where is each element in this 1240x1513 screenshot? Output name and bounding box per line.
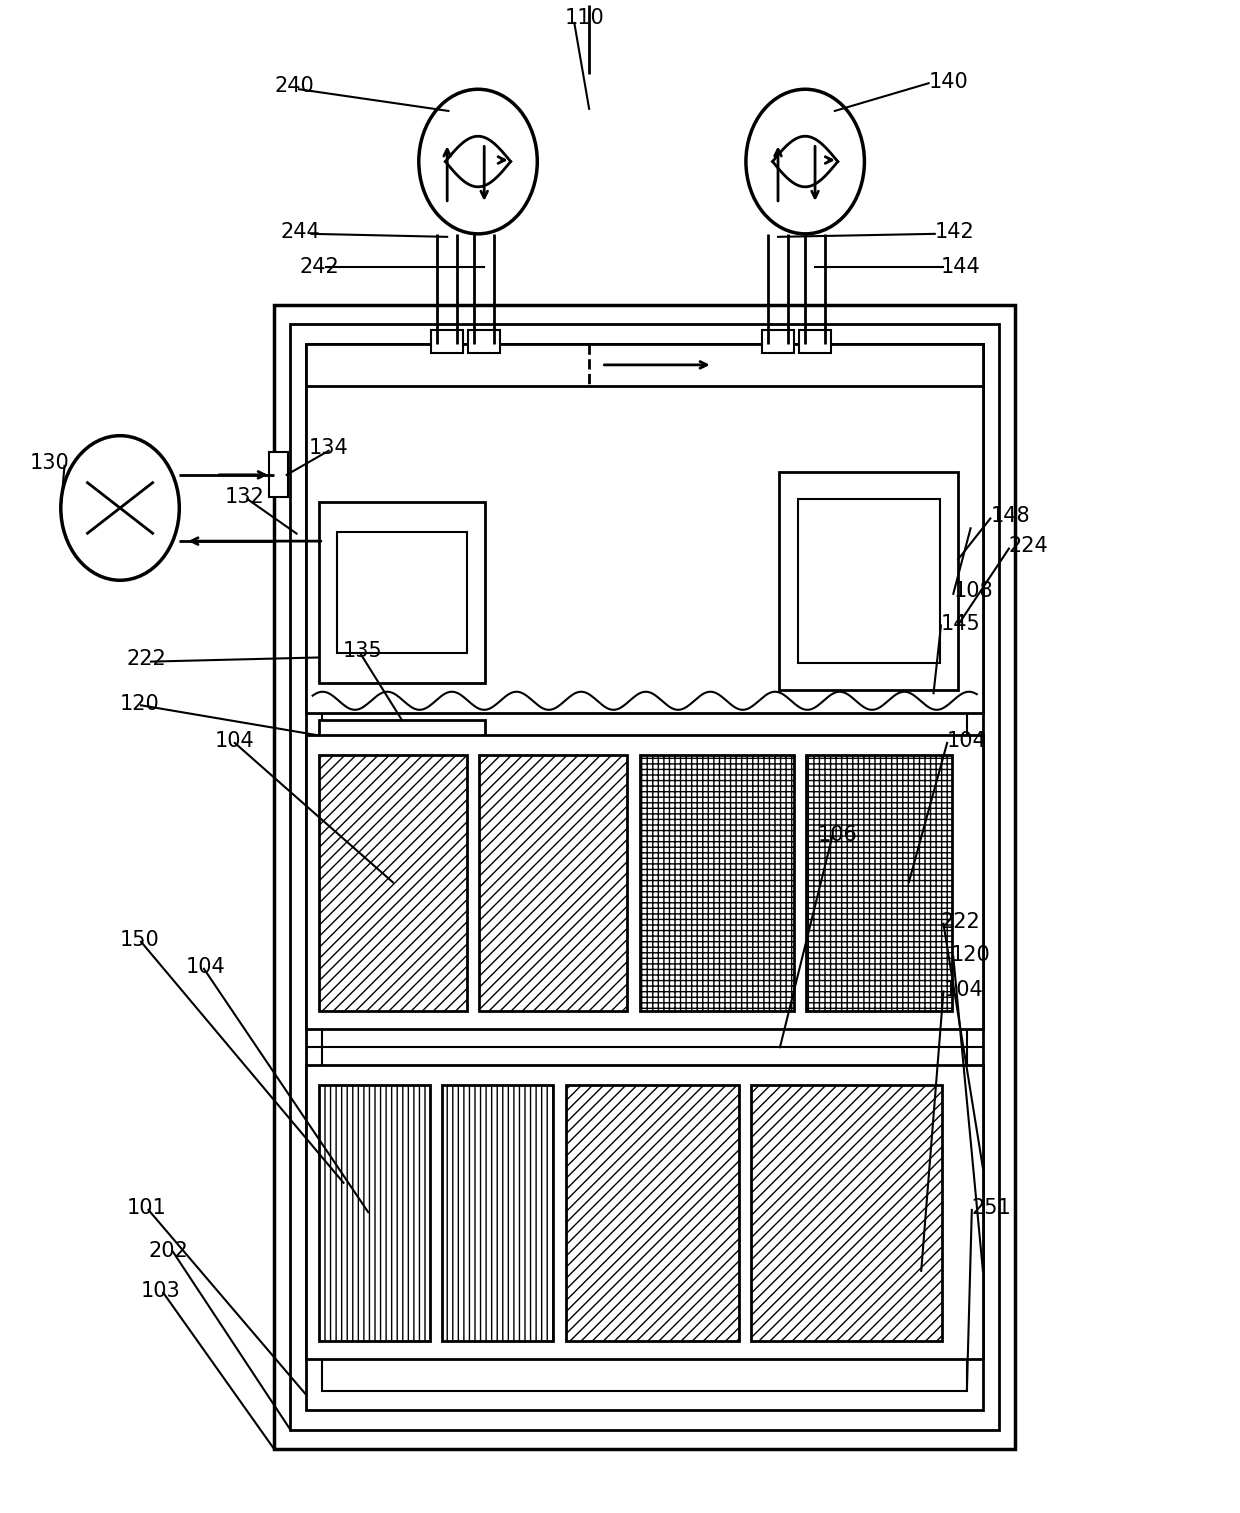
- Text: 104: 104: [944, 980, 983, 1000]
- Bar: [565, 1085, 739, 1341]
- Text: 104: 104: [186, 958, 226, 977]
- Text: 148: 148: [991, 505, 1030, 525]
- Bar: [319, 1085, 430, 1341]
- Text: 110: 110: [564, 9, 604, 29]
- Bar: [779, 472, 959, 690]
- Bar: [806, 755, 952, 1011]
- Text: 144: 144: [941, 257, 981, 277]
- Text: 135: 135: [342, 642, 382, 661]
- Bar: [751, 1085, 942, 1341]
- Text: 244: 244: [280, 222, 320, 242]
- Text: 120: 120: [120, 694, 160, 714]
- Bar: [800, 330, 831, 353]
- Text: 251: 251: [972, 1198, 1012, 1218]
- Bar: [274, 304, 1016, 1449]
- Bar: [480, 755, 627, 1011]
- Text: 108: 108: [954, 581, 993, 601]
- Bar: [337, 743, 467, 841]
- Bar: [290, 324, 999, 1430]
- Text: 242: 242: [299, 257, 339, 277]
- Text: 140: 140: [929, 71, 968, 92]
- Text: 224: 224: [1009, 536, 1049, 555]
- Bar: [319, 720, 485, 864]
- Text: 222: 222: [941, 912, 981, 932]
- Text: 104: 104: [947, 731, 987, 752]
- Bar: [640, 755, 794, 1011]
- Bar: [269, 452, 288, 498]
- Bar: [306, 343, 983, 386]
- Text: 132: 132: [224, 487, 264, 507]
- Text: 142: 142: [935, 222, 975, 242]
- Text: 202: 202: [149, 1241, 188, 1260]
- Bar: [337, 533, 467, 652]
- Bar: [306, 735, 983, 1029]
- Text: 134: 134: [309, 437, 348, 458]
- Text: 106: 106: [817, 825, 857, 844]
- Text: 104: 104: [215, 731, 255, 752]
- Bar: [443, 1085, 553, 1341]
- Text: 240: 240: [274, 76, 314, 97]
- Text: 120: 120: [951, 946, 991, 965]
- Bar: [322, 363, 967, 1390]
- Text: 222: 222: [126, 649, 166, 669]
- Bar: [306, 1065, 983, 1359]
- Bar: [319, 502, 485, 682]
- Bar: [797, 499, 940, 663]
- Bar: [469, 330, 500, 353]
- Bar: [432, 330, 463, 353]
- Bar: [306, 343, 983, 713]
- Bar: [319, 755, 467, 1011]
- Bar: [306, 343, 983, 1410]
- Bar: [763, 330, 794, 353]
- Text: 145: 145: [941, 614, 981, 634]
- Text: 103: 103: [141, 1282, 181, 1301]
- Text: 130: 130: [30, 452, 69, 472]
- Text: 150: 150: [120, 930, 160, 950]
- Text: 101: 101: [126, 1198, 166, 1218]
